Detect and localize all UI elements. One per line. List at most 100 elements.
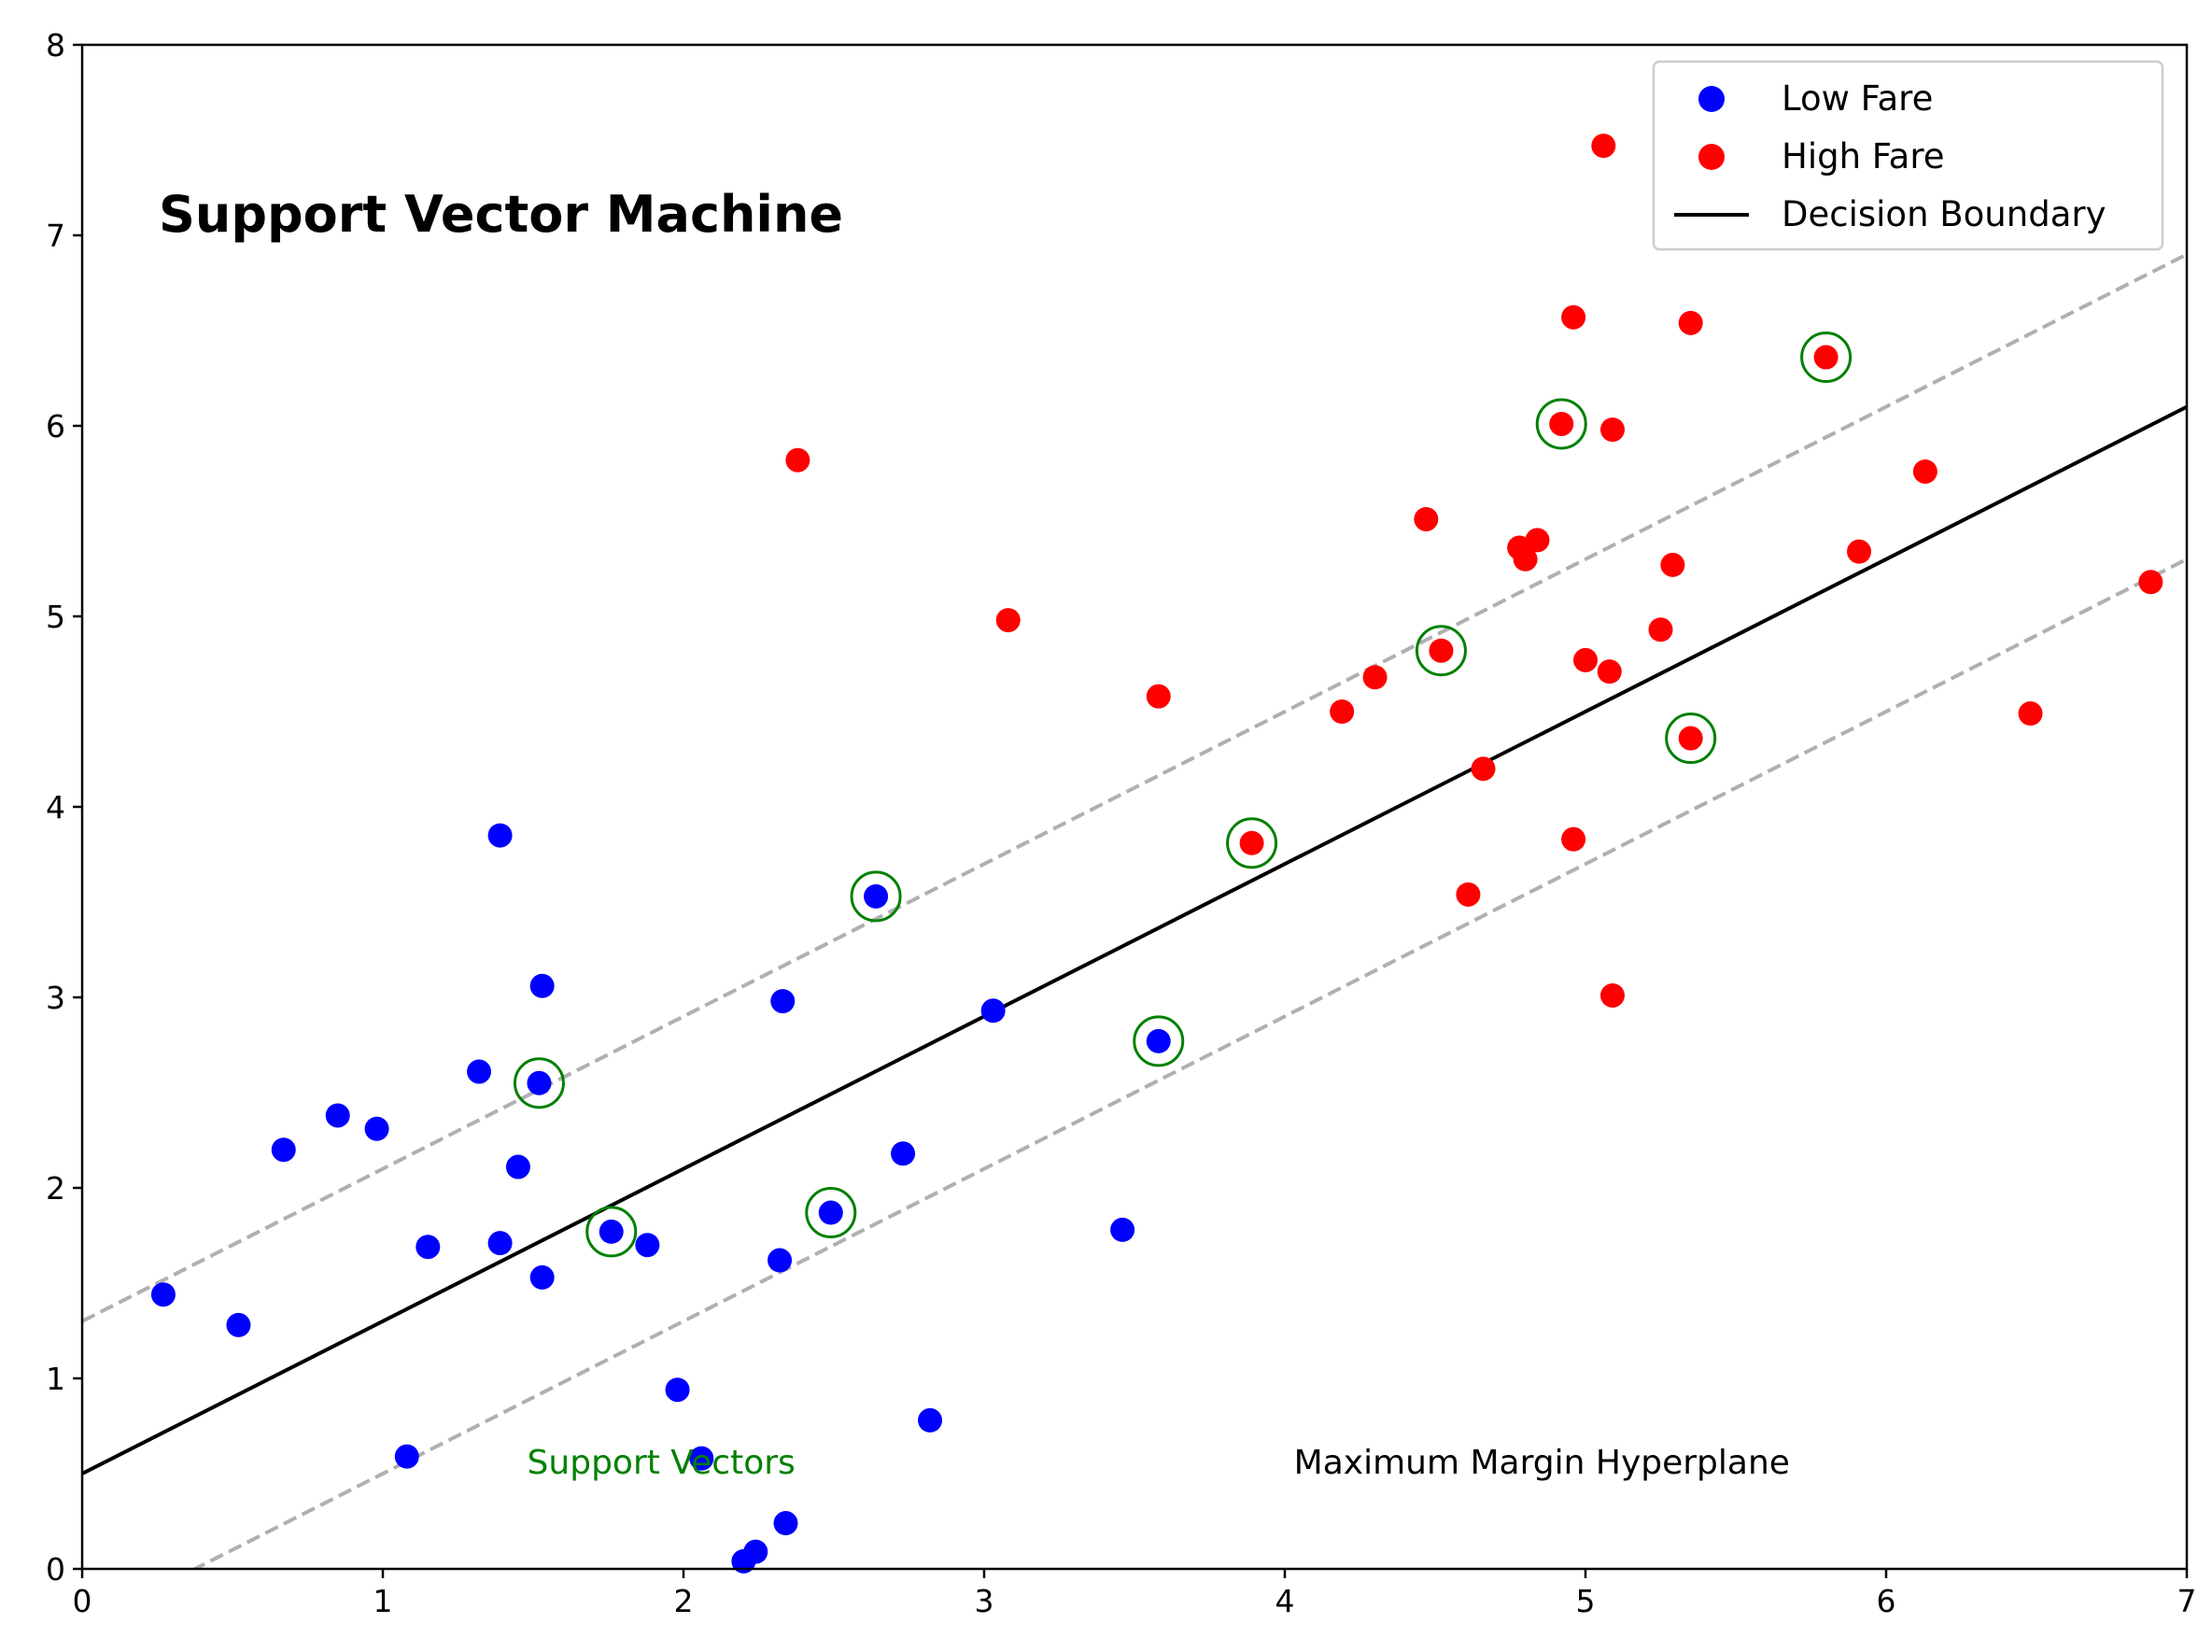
legend-label-decision-boundary: Decision Boundary bbox=[1782, 194, 2106, 234]
high-fare-point bbox=[2018, 701, 2043, 727]
support-vector-ring bbox=[1665, 713, 1717, 765]
y-tick-label: 2 bbox=[46, 1170, 65, 1207]
support-vector-ring bbox=[1535, 398, 1587, 450]
high-fare-point bbox=[1660, 552, 1685, 577]
x-tick-label: 5 bbox=[1576, 1583, 1596, 1619]
y-tick-label: 0 bbox=[46, 1551, 65, 1588]
high-fare-point bbox=[1561, 304, 1586, 330]
high-fare-point bbox=[1847, 539, 1872, 564]
high-fare-point bbox=[785, 447, 810, 473]
support-vector-ring bbox=[1415, 625, 1467, 677]
low-fare-point bbox=[416, 1235, 441, 1260]
high-fare-point bbox=[1239, 830, 1264, 855]
x-tick-label: 6 bbox=[1877, 1583, 1896, 1619]
support-vector-ring bbox=[1226, 817, 1278, 869]
high-fare-point bbox=[1525, 528, 1550, 553]
low-fare-point bbox=[505, 1154, 530, 1179]
low-fare-point bbox=[487, 823, 513, 848]
support-vector-ring bbox=[805, 1187, 857, 1239]
low-fare-point bbox=[980, 998, 1006, 1024]
support-vector-ring bbox=[1800, 332, 1853, 384]
margin-line-upper bbox=[82, 252, 2187, 1323]
low-fare-point bbox=[818, 1200, 843, 1225]
high-fare-point bbox=[1414, 506, 1439, 531]
x-tick-label: 4 bbox=[1275, 1583, 1295, 1619]
low-fare-point bbox=[467, 1059, 492, 1084]
plot-area bbox=[82, 134, 2187, 1574]
annotation-support-vectors: Support Vectors bbox=[528, 1444, 796, 1482]
legend-box bbox=[1652, 60, 2164, 251]
high-fare-point bbox=[1912, 459, 1937, 484]
low-fare-point bbox=[529, 1264, 555, 1290]
high-fare-point bbox=[1573, 647, 1598, 672]
x-tick-label: 1 bbox=[373, 1583, 393, 1619]
high-fare-point bbox=[1678, 726, 1703, 751]
low-fare-point bbox=[487, 1231, 513, 1256]
x-tick-label: 2 bbox=[674, 1583, 694, 1619]
low-fare-point bbox=[325, 1103, 350, 1128]
high-fare-point bbox=[1549, 411, 1574, 436]
y-tick-label: 5 bbox=[46, 599, 65, 635]
low-fare-point bbox=[768, 1248, 793, 1273]
high-fare-point bbox=[1678, 310, 1703, 335]
y-tick-label: 1 bbox=[46, 1361, 65, 1397]
high-fare-point bbox=[1597, 659, 1622, 685]
x-tick-label: 3 bbox=[975, 1583, 994, 1619]
low-fare-point bbox=[1146, 1028, 1171, 1053]
legend: Low Fare High Fare Decision Boundary bbox=[1652, 60, 2164, 251]
annotation-maximum-margin-hyperplane: Maximum Margin Hyperplane bbox=[1294, 1444, 1790, 1482]
legend-label-low-fare: Low Fare bbox=[1782, 78, 1933, 119]
y-tick-label: 7 bbox=[46, 218, 65, 254]
y-tick-label: 3 bbox=[46, 980, 65, 1016]
low-fare-point bbox=[529, 973, 555, 998]
support-vector-ring bbox=[1133, 1015, 1185, 1067]
low-fare-point bbox=[635, 1233, 660, 1258]
y-tick-label: 4 bbox=[46, 789, 65, 826]
high-fare-point bbox=[995, 608, 1021, 633]
high-fare-point bbox=[1561, 826, 1586, 852]
x-tick-label: 0 bbox=[73, 1583, 92, 1619]
chart-title: Support Vector Machine bbox=[159, 185, 843, 244]
high-fare-point bbox=[1456, 882, 1481, 907]
high-fare-point bbox=[1429, 638, 1454, 663]
low-fare-point bbox=[918, 1407, 943, 1433]
high-fare-point bbox=[1362, 665, 1388, 690]
high-fare-point bbox=[1599, 417, 1625, 443]
low-fare-point bbox=[773, 1511, 798, 1536]
x-tick-label: 7 bbox=[2177, 1583, 2197, 1619]
high-fare-point bbox=[2138, 570, 2163, 595]
high-fare-point bbox=[1648, 617, 1673, 642]
y-tick-label: 8 bbox=[46, 27, 65, 64]
y-tick-label: 6 bbox=[46, 408, 65, 445]
axes: 0 1 2 3 4 5 6 7 0 1 2 3 4 5 6 7 8 bbox=[46, 27, 2197, 1619]
legend-label-high-fare: High Fare bbox=[1782, 136, 1945, 176]
low-fare-point bbox=[527, 1070, 552, 1095]
low-fare-point bbox=[1110, 1217, 1135, 1242]
high-fare-point bbox=[1813, 345, 1839, 370]
high-fare-point bbox=[1471, 756, 1496, 782]
high-fare-point bbox=[1146, 684, 1171, 709]
support-vector-ring bbox=[585, 1206, 638, 1258]
low-fare-point bbox=[394, 1444, 419, 1469]
high-fare-point bbox=[1591, 134, 1616, 159]
low-fare-point bbox=[770, 989, 796, 1014]
low-fare-point bbox=[226, 1312, 251, 1337]
low-fare-point bbox=[150, 1282, 176, 1307]
support-vector-ring bbox=[850, 870, 902, 923]
high-fare-point bbox=[1513, 546, 1538, 572]
margin-line-lower bbox=[190, 558, 2187, 1569]
decision-boundary-line bbox=[82, 404, 2187, 1476]
high-fare-point bbox=[1330, 699, 1355, 724]
low-fare-point bbox=[665, 1377, 690, 1403]
legend-marker-high-fare bbox=[1698, 144, 1725, 170]
high-fare-point bbox=[1599, 982, 1625, 1008]
low-fare-point bbox=[599, 1219, 624, 1244]
legend-marker-low-fare bbox=[1698, 86, 1725, 112]
low-fare-point bbox=[364, 1116, 389, 1141]
low-fare-point bbox=[271, 1137, 296, 1163]
low-fare-point bbox=[891, 1141, 916, 1166]
low-fare-point bbox=[689, 1446, 714, 1471]
low-fare-point bbox=[864, 883, 889, 909]
